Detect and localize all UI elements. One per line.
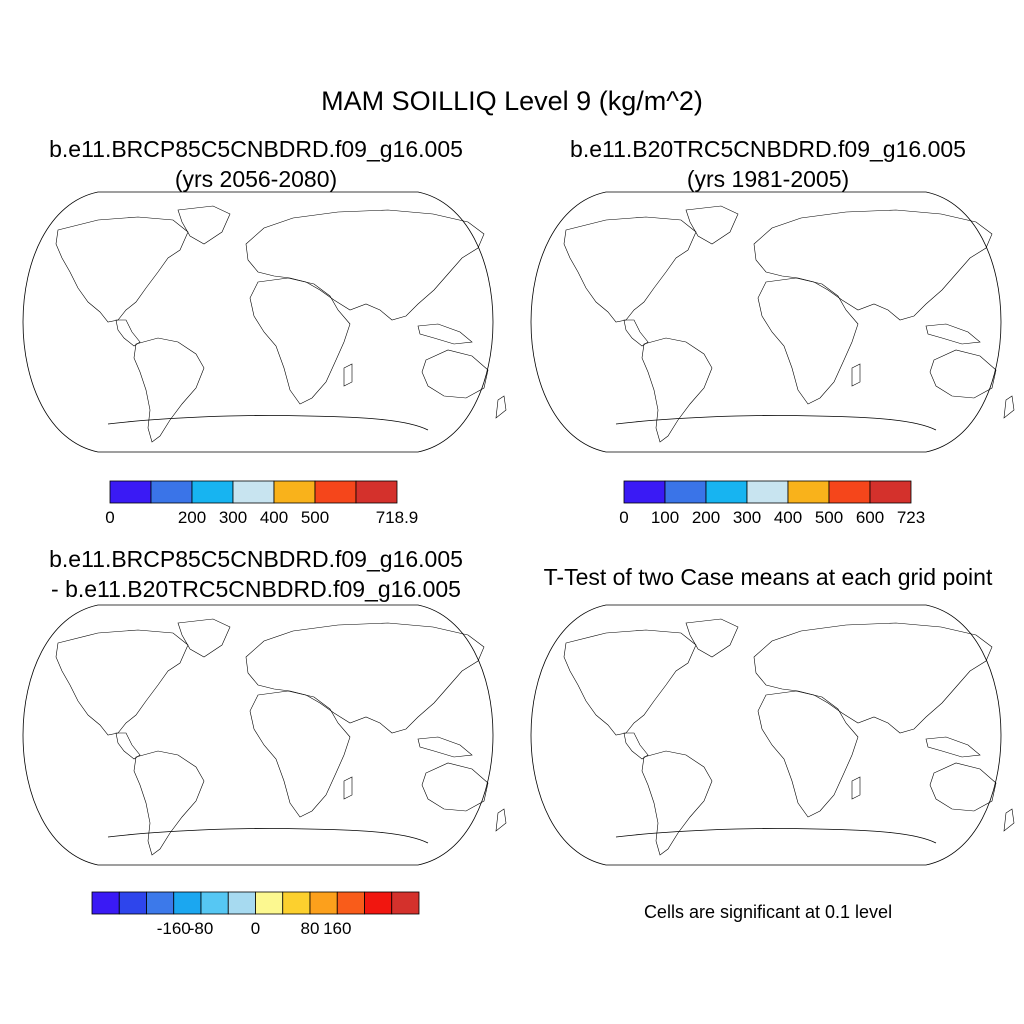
panel-3-title: b.e11.BRCP85C5CNBDRD.f09_g16.005 - b.e11… bbox=[0, 544, 512, 604]
panel-1-colorbar-label: 200 bbox=[178, 508, 206, 527]
panel-1-colorbar-box bbox=[355, 480, 398, 504]
panel-2-map bbox=[530, 191, 1015, 453]
panel-2-colorbar-box bbox=[623, 480, 666, 504]
panel-3-colorbar-label: 0 bbox=[251, 919, 260, 938]
panel-1-title-line2: (yrs 2056-2080) bbox=[174, 166, 338, 192]
panel-3-colorbar-label: 160 bbox=[323, 919, 351, 938]
panel-2-colorbar-box bbox=[664, 480, 707, 504]
panel-2-colorbar-label: 600 bbox=[856, 508, 884, 527]
panel-1-colorbar-box bbox=[109, 480, 152, 504]
panel-3-colorbar-box bbox=[173, 891, 202, 915]
panel-1-colorbar-label: 0 bbox=[105, 508, 114, 527]
panel-2-title-line2: (yrs 1981-2005) bbox=[686, 166, 850, 192]
panel-2-colorbar-box bbox=[746, 480, 789, 504]
panel-1-colorbar-label: 718.9 bbox=[376, 508, 419, 527]
panel-3-colorbar-box bbox=[146, 891, 175, 915]
significance-note: Cells are significant at 0.1 level bbox=[643, 902, 893, 922]
figure-title: MAM SOILLIQ Level 9 (kg/m^2) bbox=[321, 86, 703, 116]
panel-2-colorbar-label: 100 bbox=[651, 508, 679, 527]
panel-2-colorbar-label: 400 bbox=[774, 508, 802, 527]
panel-3-colorbar-box bbox=[255, 891, 284, 915]
panel-3-colorbar-box bbox=[309, 891, 338, 915]
panel-1-colorbar-box bbox=[232, 480, 275, 504]
panel-2-title: b.e11.B20TRC5CNBDRD.f09_g16.005 (yrs 198… bbox=[512, 134, 1024, 194]
panel-2-colorbar-box bbox=[787, 480, 830, 504]
panel-3-colorbar-box bbox=[200, 891, 229, 915]
panel-3-colorbar-box bbox=[91, 891, 120, 915]
panel-2-colorbar-label: 723 bbox=[897, 508, 925, 527]
panel-4-title-line1: T-Test of two Case means at each grid po… bbox=[543, 564, 993, 590]
panel-2-colorbar-box bbox=[705, 480, 748, 504]
panel-1-title: b.e11.BRCP85C5CNBDRD.f09_g16.005 (yrs 20… bbox=[0, 134, 512, 194]
panel-3-map bbox=[22, 604, 507, 866]
panel-1-title-line1: b.e11.BRCP85C5CNBDRD.f09_g16.005 bbox=[49, 136, 463, 162]
panel-3-colorbar-box bbox=[391, 891, 420, 915]
panel-1-colorbar-box bbox=[191, 480, 234, 504]
panel-3-title-line1: b.e11.BRCP85C5CNBDRD.f09_g16.005 bbox=[49, 546, 463, 572]
panel-3-colorbar-box bbox=[227, 891, 256, 915]
panel-1-colorbar-box bbox=[273, 480, 316, 504]
panel-3-colorbar-box bbox=[364, 891, 393, 915]
panel-3-colorbar-label: 80 bbox=[301, 919, 320, 938]
panel-2-colorbar-label: 300 bbox=[733, 508, 761, 527]
panel-3-colorbar-box bbox=[118, 891, 147, 915]
panel-1-colorbar-box bbox=[314, 480, 357, 504]
panel-1-colorbar-label: 400 bbox=[260, 508, 288, 527]
panel-2-colorbar-label: 200 bbox=[692, 508, 720, 527]
panel-2-colorbar-label: 500 bbox=[815, 508, 843, 527]
panel-3-colorbar-box bbox=[282, 891, 311, 915]
panel-2-colorbar: 0 100 200 300 400 500 600 723 bbox=[619, 480, 925, 527]
panel-1-colorbar-label: 300 bbox=[219, 508, 247, 527]
panel-4-map bbox=[530, 604, 1015, 866]
panel-3-colorbar: -160-80 0 80 160 bbox=[91, 891, 420, 938]
panel-2-colorbar-box bbox=[828, 480, 871, 504]
panel-3-colorbar-box bbox=[336, 891, 365, 915]
panel-2-colorbar-box bbox=[869, 480, 912, 504]
panel-3-colorbar-label: -160 bbox=[157, 919, 191, 938]
panel-1-colorbar-label: 500 bbox=[301, 508, 329, 527]
panel-4-title: T-Test of two Case means at each grid po… bbox=[512, 562, 1024, 592]
panel-3-colorbar-label: -80 bbox=[189, 919, 214, 938]
panel-1-colorbar-box bbox=[150, 480, 193, 504]
panel-3-title-line2: - b.e11.B20TRC5CNBDRD.f09_g16.005 bbox=[51, 576, 461, 602]
panel-1-map bbox=[22, 191, 507, 453]
panel-2-colorbar-label: 0 bbox=[619, 508, 628, 527]
panel-2-title-line1: b.e11.B20TRC5CNBDRD.f09_g16.005 bbox=[570, 136, 966, 162]
panel-1-colorbar: 0 200 300 400 500 718.9 bbox=[105, 480, 419, 527]
